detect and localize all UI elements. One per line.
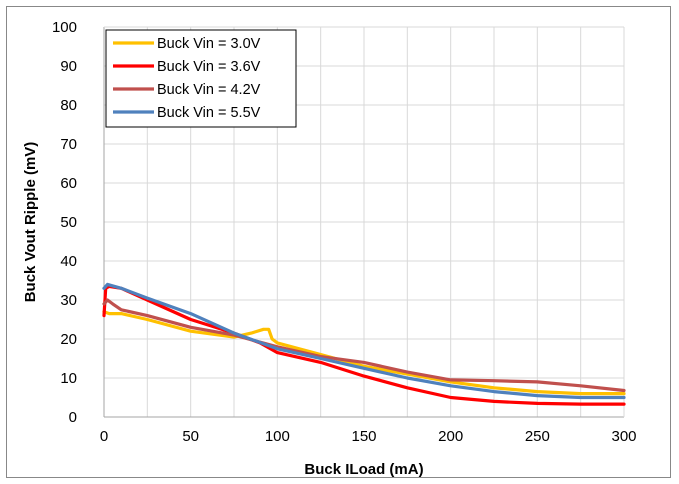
y-tick-label: 60 [60,175,77,192]
x-tick-label: 300 [611,428,636,445]
legend-label-4: Buck Vin = 5.5V [157,105,261,121]
legend-label-2: Buck Vin = 3.6V [157,59,261,75]
legend-label-1: Buck Vin = 3.0V [157,36,261,52]
y-tick-label: 70 [60,136,77,153]
y-tick-label: 80 [60,97,77,114]
x-tick-label: 0 [100,428,108,445]
x-tick-labels: 0 50 100 150 200 250 300 [100,428,637,445]
legend-label-3: Buck Vin = 4.2V [157,82,261,98]
y-tick-label: 90 [60,58,77,75]
y-tick-label: 20 [60,331,77,348]
y-tick-label: 30 [60,292,77,309]
axes [103,26,625,418]
y-axis-title: Buck Vout Ripple (mV) [22,142,39,303]
y-tick-labels: 0 10 20 30 40 50 60 70 80 90 100 [52,19,77,426]
y-tick-label: 50 [60,214,77,231]
x-tick-label: 200 [438,428,463,445]
y-tick-label: 10 [60,370,77,387]
y-tick-label: 40 [60,253,77,270]
y-tick-label: 0 [69,409,77,426]
legend: Buck Vin = 3.0V Buck Vin = 3.6V Buck Vin =… [105,29,297,128]
x-axis-title: Buck ILoad (mA) [304,461,423,478]
x-tick-label: 50 [182,428,199,445]
y-tick-label: 100 [52,19,77,36]
series-line-1 [102,310,626,396]
x-tick-label: 100 [265,428,290,445]
series-line-4 [102,282,626,400]
series-line-3 [102,298,626,393]
x-tick-label: 250 [525,428,550,445]
series-lines [102,282,626,406]
x-tick-label: 150 [351,428,376,445]
